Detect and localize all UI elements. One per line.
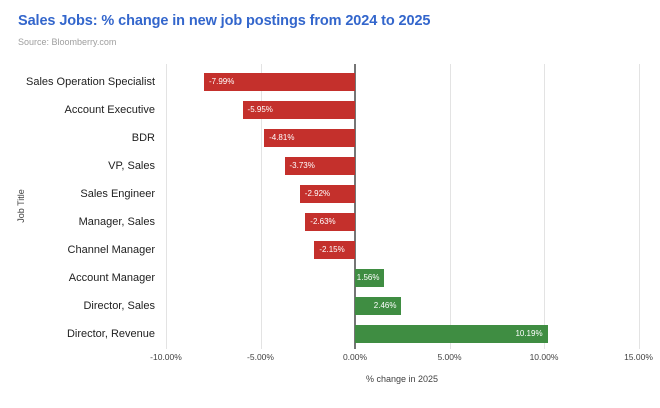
zero-axis-line bbox=[354, 64, 356, 349]
category-label: Sales Operation Specialist bbox=[25, 76, 155, 88]
x-tick-label: 0.00% bbox=[342, 352, 368, 362]
bar: -2.92% bbox=[299, 185, 355, 203]
bar-row: Channel Manager -2.15% bbox=[0, 236, 660, 264]
category-label: VP, Sales bbox=[108, 160, 155, 172]
x-tick-label: -10.00% bbox=[150, 352, 182, 362]
bar: -7.99% bbox=[203, 73, 355, 91]
bar-value-label: -7.99% bbox=[208, 77, 235, 86]
bar: 10.19% bbox=[355, 325, 548, 343]
bar: -2.15% bbox=[314, 241, 355, 259]
x-tick-label: 5.00% bbox=[437, 352, 462, 362]
grid-line bbox=[449, 64, 451, 349]
grid-line bbox=[166, 64, 167, 349]
x-axis-title: % change in 2025 bbox=[365, 374, 439, 384]
category-label: Account Manager bbox=[68, 272, 155, 284]
bar-row: Director, Revenue 10.19% bbox=[0, 320, 660, 348]
category-label: Director, Sales bbox=[83, 300, 155, 312]
bar: -3.73% bbox=[284, 157, 355, 175]
bar-row: VP, Sales -3.73% bbox=[0, 152, 660, 180]
bar: -5.95% bbox=[242, 101, 355, 119]
bar: 2.46% bbox=[355, 297, 402, 315]
page-title: Sales Jobs: % change in new job postings… bbox=[18, 13, 431, 29]
bar-value-label: -3.73% bbox=[289, 161, 315, 170]
grid-line bbox=[638, 64, 640, 349]
category-label: BDR bbox=[131, 132, 155, 144]
bar-row: Sales Operation Specialist -7.99% bbox=[0, 68, 660, 96]
bar-row: Manager, Sales -2.63% bbox=[0, 208, 660, 236]
source-text: Source: Bloomberry.com bbox=[18, 37, 117, 47]
bar: 1.56% bbox=[355, 269, 385, 287]
bar: -4.81% bbox=[264, 129, 355, 147]
bar: -2.63% bbox=[305, 213, 355, 231]
category-label: Channel Manager bbox=[67, 244, 155, 256]
bar-value-label: -5.95% bbox=[247, 105, 273, 114]
category-label: Director, Revenue bbox=[66, 328, 155, 340]
x-tick-label: -5.00% bbox=[247, 352, 274, 362]
bar-value-label: -2.92% bbox=[304, 189, 331, 198]
bar-value-label: 1.56% bbox=[356, 273, 380, 282]
bar-row: Sales Engineer -2.92% bbox=[0, 180, 660, 208]
x-tick-label: 15.00% bbox=[624, 352, 653, 362]
bar-value-label: -4.81% bbox=[269, 133, 295, 142]
x-tick-label: 10.00% bbox=[529, 352, 559, 362]
category-label: Manager, Sales bbox=[78, 216, 155, 228]
bar-row: Account Manager 1.56% bbox=[0, 264, 660, 292]
grid-line bbox=[260, 64, 262, 349]
bar-row: Account Executive -5.95% bbox=[0, 96, 660, 124]
y-axis-title: Job Title bbox=[16, 189, 26, 223]
grid-line bbox=[544, 64, 545, 349]
bar-value-label: 10.19% bbox=[515, 329, 543, 338]
category-label: Sales Engineer bbox=[80, 188, 155, 200]
bar-value-label: 2.46% bbox=[373, 301, 397, 310]
bar-row: BDR -4.81% bbox=[0, 124, 660, 152]
category-label: Account Executive bbox=[64, 104, 156, 116]
bar-value-label: -2.15% bbox=[319, 245, 345, 254]
bar-row: Director, Sales 2.46% bbox=[0, 292, 660, 320]
bar-value-label: -2.63% bbox=[310, 217, 336, 226]
